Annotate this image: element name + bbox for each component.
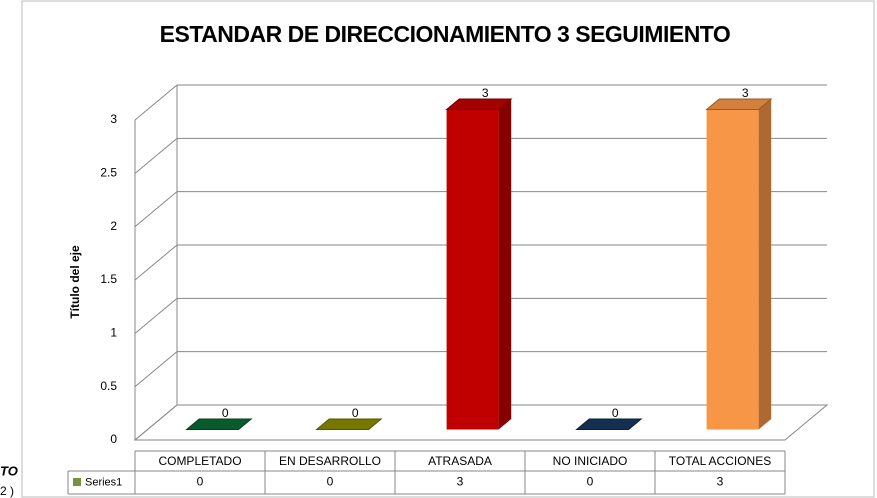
bar-side	[498, 99, 512, 430]
bar-front	[446, 109, 499, 430]
grid-line	[134, 137, 178, 174]
legend-key	[73, 478, 81, 486]
bar-top	[705, 98, 773, 110]
legend-label: Series1	[85, 476, 122, 488]
bar-top	[445, 98, 513, 110]
bar-top	[575, 418, 643, 430]
y-tick-label: 1	[110, 326, 117, 340]
y-tick-label: 2.5	[100, 166, 117, 180]
data-label: 0	[612, 406, 619, 420]
y-tick-label: 1.5	[100, 272, 117, 286]
grid-line	[134, 244, 178, 281]
y-tick-label: 3	[110, 112, 117, 126]
x-tick-label: TOTAL ACCIONES	[669, 454, 771, 468]
grid-line	[134, 351, 178, 388]
data-label: 3	[742, 86, 749, 100]
table-value: 0	[587, 475, 594, 489]
background-text: 2 )	[0, 484, 14, 498]
x-tick-label: NO INICIADO	[553, 454, 628, 468]
data-label: 0	[222, 406, 229, 420]
grid-line	[134, 404, 178, 441]
table-value: 3	[457, 475, 464, 489]
bar-top	[315, 418, 383, 430]
data-label: 3	[482, 86, 489, 100]
y-tick-label: 0.5	[100, 379, 117, 393]
table-value: 3	[717, 475, 724, 489]
chart-title: ESTANDAR DE DIRECCIONAMIENTO 3 SEGUIMIEN…	[160, 21, 731, 47]
bar-front	[706, 109, 759, 430]
x-tick-label: EN DESARROLLO	[279, 454, 381, 468]
grid-line	[134, 191, 178, 228]
background-text: TO	[0, 463, 18, 478]
grid-line	[134, 297, 178, 334]
bar-top	[185, 418, 253, 430]
grid-line	[134, 84, 178, 121]
table-value: 0	[197, 475, 204, 489]
y-tick-label: 2	[110, 219, 117, 233]
table-value: 0	[327, 475, 334, 489]
y-tick-label: 0	[110, 432, 117, 446]
bar-side	[758, 99, 772, 430]
x-tick-label: ATRASADA	[428, 454, 492, 468]
y-axis-label: Título del eje	[68, 245, 82, 319]
x-tick-label: COMPLETADO	[158, 454, 241, 468]
data-label: 0	[352, 406, 359, 420]
